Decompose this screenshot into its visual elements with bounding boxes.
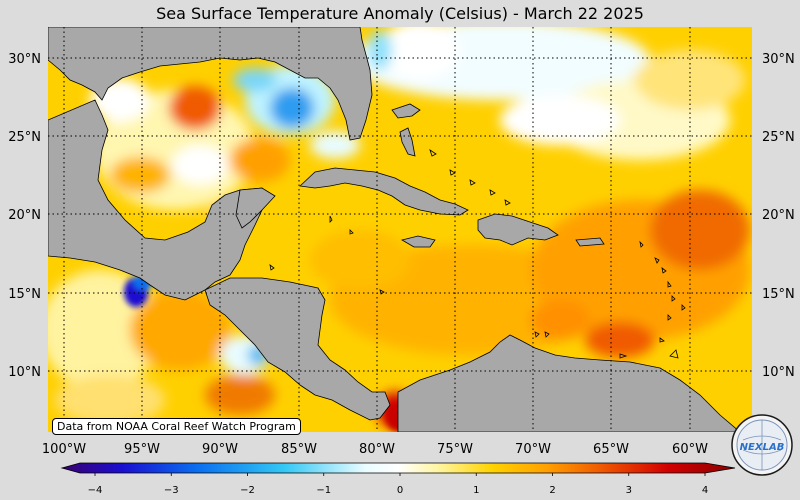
colorbar: −4 −3 −2 −1 0 1 2 3 4 bbox=[60, 462, 736, 496]
colorbar-tick-label: −4 bbox=[88, 485, 103, 496]
colorbar-tick-label: 1 bbox=[473, 485, 479, 496]
lat-label-right: 10°N bbox=[762, 365, 795, 380]
usa-land bbox=[48, 27, 373, 141]
lon-label: 65°W bbox=[593, 442, 629, 457]
landmass bbox=[48, 27, 741, 432]
lon-label: 70°W bbox=[515, 442, 551, 457]
lon-label: 95°W bbox=[124, 442, 160, 457]
cuba-land bbox=[299, 167, 469, 216]
colorbar-tick-label: 2 bbox=[549, 485, 555, 496]
lat-label-right: 30°N bbox=[762, 52, 795, 67]
south-america-land bbox=[397, 334, 741, 432]
lat-label-right: 20°N bbox=[762, 208, 795, 223]
latitude-labels-left: 30°N 25°N 20°N 15°N 10°N bbox=[8, 52, 41, 380]
lon-label: 100°W bbox=[42, 442, 86, 457]
lon-label: 90°W bbox=[202, 442, 238, 457]
lesser-antilles bbox=[269, 149, 686, 359]
lat-label-right: 25°N bbox=[762, 130, 795, 145]
nexlab-logo: NEXLAB bbox=[731, 414, 793, 476]
colorbar-tick-label: 4 bbox=[702, 485, 708, 496]
colorbar-tick-label: −2 bbox=[240, 485, 255, 496]
central-america-land bbox=[204, 277, 391, 421]
lat-label-right: 15°N bbox=[762, 287, 795, 302]
map-title: Sea Surface Temperature Anomaly (Celsius… bbox=[156, 4, 644, 23]
lat-label-left: 25°N bbox=[8, 130, 41, 145]
lon-label: 60°W bbox=[672, 442, 708, 457]
jamaica-land bbox=[400, 235, 436, 248]
colorbar-tick-label: −3 bbox=[164, 485, 179, 496]
colorbar-tick-label: −1 bbox=[316, 485, 331, 496]
logo-text: NEXLAB bbox=[740, 442, 785, 453]
lon-label: 85°W bbox=[281, 442, 317, 457]
lon-label: 75°W bbox=[437, 442, 473, 457]
lat-label-left: 15°N bbox=[8, 287, 41, 302]
colorbar-tick-label: 0 bbox=[397, 485, 403, 496]
puerto-rico-land bbox=[575, 237, 605, 247]
data-credit-label: Data from NOAA Coral Reef Watch Program bbox=[52, 418, 301, 435]
lon-label: 80°W bbox=[359, 442, 395, 457]
longitude-labels: 100°W 95°W 90°W 85°W 80°W 75°W 70°W 65°W 60°W bbox=[42, 442, 708, 457]
hispaniola-land bbox=[477, 213, 559, 246]
lat-lon-grid bbox=[48, 27, 752, 432]
bahamas-land bbox=[399, 127, 416, 157]
lat-label-left: 20°N bbox=[8, 208, 41, 223]
lat-label-left: 10°N bbox=[8, 365, 41, 380]
lat-label-left: 30°N bbox=[8, 52, 41, 67]
latitude-labels-right: 30°N 25°N 20°N 15°N 10°N bbox=[762, 52, 795, 380]
colorbar-tick-label: 3 bbox=[626, 485, 632, 496]
